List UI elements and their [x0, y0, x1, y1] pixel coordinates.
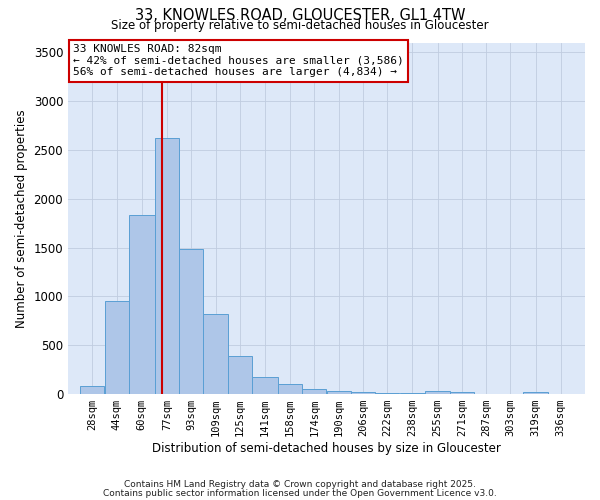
Text: Contains HM Land Registry data © Crown copyright and database right 2025.: Contains HM Land Registry data © Crown c… [124, 480, 476, 489]
Bar [351, 392, 375, 394]
Text: Size of property relative to semi-detached houses in Gloucester: Size of property relative to semi-detach… [111, 19, 489, 32]
Y-axis label: Number of semi-detached properties: Number of semi-detached properties [15, 109, 28, 328]
Bar [80, 386, 104, 394]
Text: 33 KNOWLES ROAD: 82sqm
← 42% of semi-detached houses are smaller (3,586)
56% of : 33 KNOWLES ROAD: 82sqm ← 42% of semi-det… [73, 44, 404, 78]
X-axis label: Distribution of semi-detached houses by size in Gloucester: Distribution of semi-detached houses by … [152, 442, 501, 455]
Bar [375, 392, 400, 394]
Bar [228, 356, 252, 394]
Bar [523, 392, 548, 394]
Bar [155, 138, 179, 394]
Text: Contains public sector information licensed under the Open Government Licence v3: Contains public sector information licen… [103, 489, 497, 498]
Bar [104, 302, 129, 394]
Bar [278, 384, 302, 394]
Bar [129, 216, 155, 394]
Bar [326, 390, 351, 394]
Bar [179, 248, 203, 394]
Bar [425, 390, 449, 394]
Text: 33, KNOWLES ROAD, GLOUCESTER, GL1 4TW: 33, KNOWLES ROAD, GLOUCESTER, GL1 4TW [135, 8, 465, 22]
Bar [450, 392, 474, 394]
Bar [252, 377, 278, 394]
Bar [302, 388, 326, 394]
Bar [203, 314, 227, 394]
